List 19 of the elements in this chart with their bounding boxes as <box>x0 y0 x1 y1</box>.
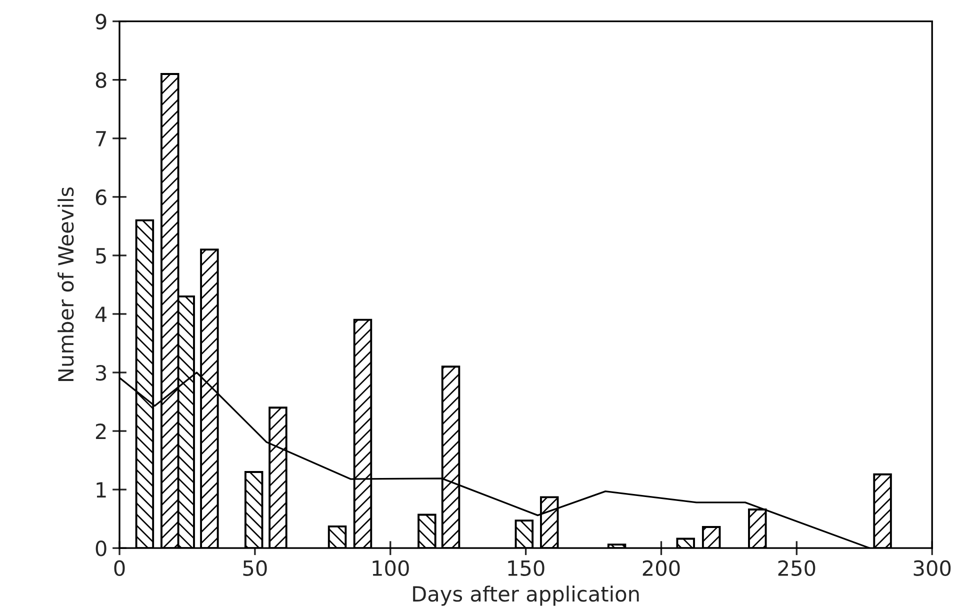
x-tick-label: 200 <box>642 560 680 576</box>
x-tick-label: 50 <box>243 560 267 576</box>
y-tick-label: 8 <box>96 72 106 88</box>
x-tick-label: 100 <box>372 560 409 576</box>
y-tick-label: 2 <box>96 423 106 439</box>
y-tick-label: 9 <box>96 14 106 30</box>
y-tick-label: 4 <box>95 306 107 322</box>
y-tick-label: 5 <box>96 248 106 264</box>
y-tick-label: 1 <box>96 482 106 498</box>
y-tick-label: 7 <box>96 131 106 146</box>
x-tick-label: 0 <box>114 560 125 576</box>
y-axis-title: Number of Weevils <box>58 187 74 382</box>
x-axis-title: Days after application <box>413 586 639 606</box>
y-tick-label: 3 <box>96 364 106 381</box>
x-tick-label: 300 <box>914 560 951 576</box>
y-tick-label: 6 <box>96 189 106 206</box>
y-tick-label: 0 <box>96 540 106 556</box>
x-tick-label: 150 <box>508 560 544 576</box>
x-tick-label: 250 <box>778 560 816 576</box>
